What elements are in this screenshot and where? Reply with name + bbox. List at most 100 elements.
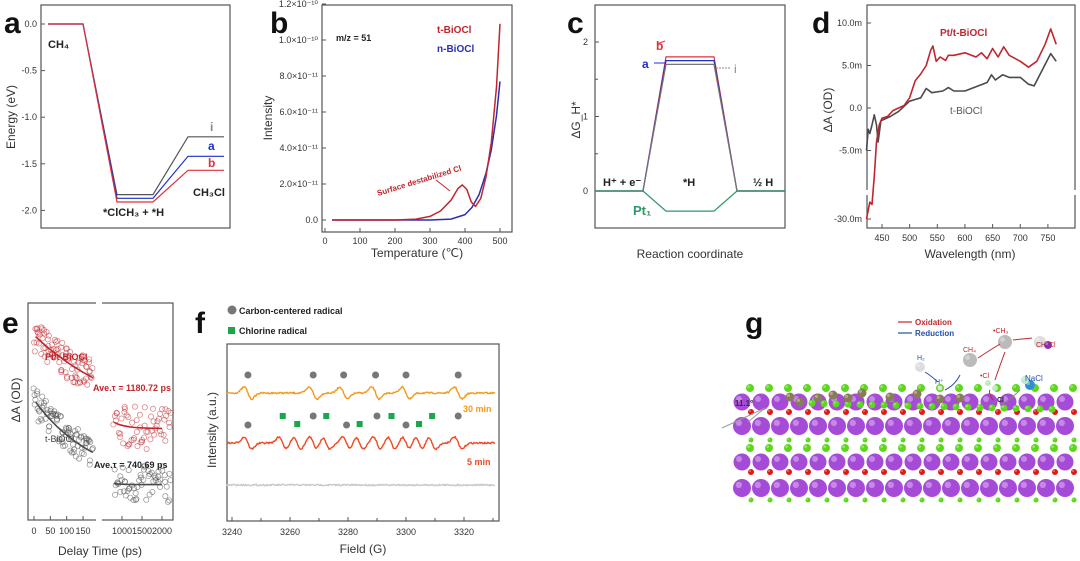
panel-e-point-Pt/t-BiOCl xyxy=(151,431,158,438)
bi-atom-highlight xyxy=(792,419,799,426)
surface-cl-atom xyxy=(940,403,948,411)
panel-e-point-Pt/t-BiOCl xyxy=(134,443,141,450)
cl-atom-highlight xyxy=(844,498,846,500)
surface-cl-atom-highlight xyxy=(893,402,897,406)
ch4-molecule xyxy=(963,353,977,367)
surface-cl-atom-highlight xyxy=(941,404,945,407)
bi-atom-highlight xyxy=(1040,396,1046,402)
panel-e-point-Pt/t-BiOCl xyxy=(118,415,125,422)
surface-cl-atom-highlight xyxy=(869,402,873,405)
cl-atom xyxy=(1014,497,1020,503)
cl-atom xyxy=(974,384,982,392)
panel-e-point-t-BiOCl xyxy=(86,461,93,468)
panel-b-series-n-BiOCl xyxy=(332,81,501,221)
cl-atom xyxy=(900,437,906,443)
o-atom-highlight xyxy=(805,409,808,413)
cl-atom xyxy=(765,384,773,392)
panel-f-legend-chlorine: Chlorine radical xyxy=(239,326,307,336)
o-atom-highlight xyxy=(995,469,998,473)
cl-atom-highlight xyxy=(806,438,808,440)
surface-cl-atom-highlight xyxy=(953,404,957,407)
cl-atom xyxy=(938,497,944,503)
cl-atom xyxy=(936,444,944,452)
bi-atom xyxy=(790,417,808,435)
panel-e-point-t-BiOCl xyxy=(87,438,94,445)
cl-atom xyxy=(976,437,982,443)
cl-atom xyxy=(879,384,887,392)
bi-atom xyxy=(771,417,789,435)
cl-atom xyxy=(1052,497,1058,503)
panel-e-point-t-BiOCl xyxy=(111,466,118,473)
bi-atom xyxy=(771,453,789,471)
surface-cl-atom xyxy=(844,400,852,408)
bi-atom xyxy=(790,479,808,497)
panel-f-carbon-marker xyxy=(309,371,317,379)
cl-atom-highlight xyxy=(996,498,998,500)
panel-f-chlorine-marker xyxy=(323,413,330,419)
cl-atom xyxy=(955,444,963,452)
panel-e-point-t-BiOCl xyxy=(155,468,162,475)
o-atom xyxy=(900,469,906,475)
reduction-path xyxy=(924,371,939,383)
bi-atom xyxy=(1018,393,1036,411)
oxidation-path xyxy=(977,343,1001,359)
surface-cl-atom xyxy=(808,399,816,407)
panel-c-axes xyxy=(594,4,786,229)
panel-e-point-t-BiOCl xyxy=(164,498,171,505)
panel-d-xtick-label: 600 xyxy=(957,233,972,243)
panel-d-ylabel: ΔA (OD) xyxy=(821,88,835,133)
cl-atom-highlight xyxy=(766,385,769,388)
cl-atom xyxy=(900,497,906,503)
o-atom-highlight xyxy=(919,469,922,473)
bi-atom-highlight xyxy=(983,396,990,402)
cl-atom xyxy=(784,444,792,452)
o-atom xyxy=(1014,469,1020,475)
surface-cl-atom xyxy=(916,402,924,410)
bi-atom-highlight xyxy=(982,419,989,426)
cl-atom-highlight xyxy=(994,445,997,448)
panel-e-point-t-BiOCl xyxy=(53,412,60,419)
pt-atom-highlight xyxy=(886,393,890,397)
surface-cl-atom-highlight xyxy=(1037,406,1040,409)
panel-b-ytick-label: 0.0 xyxy=(305,215,318,225)
panel-e-point-t-BiOCl xyxy=(117,473,124,480)
bi-atom-highlight xyxy=(831,456,838,462)
cl-atom-highlight xyxy=(1072,438,1074,440)
bi-atom-highlight xyxy=(793,456,800,462)
cl-atom xyxy=(786,497,792,503)
cl-atom xyxy=(824,437,830,443)
panel-e-ylabel: ΔA (OD) xyxy=(9,378,23,423)
o-atom xyxy=(976,469,982,475)
panel-e-point-Pt/t-BiOCl xyxy=(133,428,140,435)
panel-f-carbon-marker xyxy=(244,371,252,379)
oxidation-path xyxy=(988,389,994,401)
bi-atom-highlight xyxy=(868,419,875,426)
panel-b-legend-n-biocl: n-BiOCl xyxy=(437,44,474,55)
panel-f-chlorine-marker xyxy=(416,421,423,427)
cl-atom xyxy=(917,444,925,452)
pt-atom-highlight xyxy=(829,391,833,395)
surface-cl-atom xyxy=(1012,404,1020,412)
panel-e-point-t-BiOCl xyxy=(162,493,169,500)
panel-b-series-t-BiOCl xyxy=(332,23,501,221)
pt-atom-highlight xyxy=(858,389,862,393)
o-atom-highlight xyxy=(1033,409,1036,413)
panel-f-series-30 min xyxy=(226,385,496,401)
bi-atom xyxy=(1037,453,1055,471)
o-atom xyxy=(824,469,830,475)
cl-atom-highlight xyxy=(901,498,903,500)
panel-e-point-Pt/t-BiOCl xyxy=(143,446,150,453)
panel-f-xlabel: Field (G) xyxy=(340,542,387,556)
surface-cl-atom xyxy=(820,400,828,408)
o-atom xyxy=(919,469,925,475)
cl-atom-highlight xyxy=(842,445,845,448)
o-atom xyxy=(862,469,868,475)
bi-atom xyxy=(1018,417,1036,435)
panel-c-state-h-adsorbed: *H xyxy=(683,177,695,189)
bi-atom-highlight xyxy=(869,456,876,462)
panel-f-carbon-marker xyxy=(343,421,351,429)
panel-e-point-Pt/t-BiOCl xyxy=(123,412,130,419)
panel-e-point-t-BiOCl xyxy=(132,490,139,497)
panel-b-xtick-label: 200 xyxy=(387,236,402,246)
